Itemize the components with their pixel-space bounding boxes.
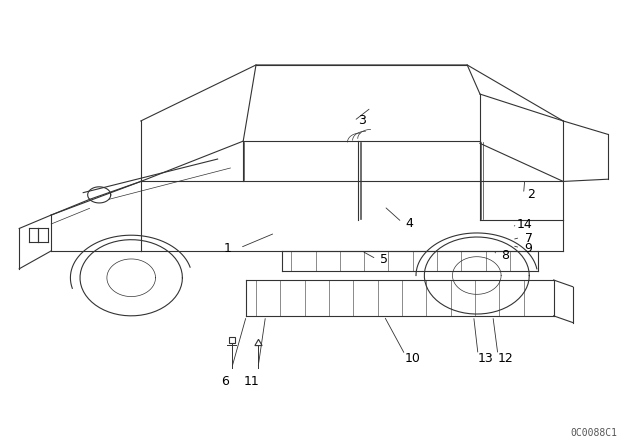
Text: 5: 5 (380, 253, 388, 267)
Text: 8: 8 (502, 249, 509, 262)
Text: 10: 10 (405, 352, 420, 365)
Text: 11: 11 (244, 375, 259, 388)
Text: 2: 2 (527, 188, 535, 202)
Text: 4: 4 (406, 216, 413, 230)
Text: 12: 12 (498, 352, 513, 365)
Text: 7: 7 (525, 232, 532, 245)
Text: 14: 14 (517, 218, 532, 232)
Text: 0C0088C1: 0C0088C1 (571, 428, 618, 438)
Text: 3: 3 (358, 114, 365, 128)
Text: 13: 13 (477, 352, 493, 365)
Text: 9: 9 (525, 242, 532, 255)
Text: 6: 6 (221, 375, 229, 388)
Text: 1: 1 (223, 242, 231, 255)
